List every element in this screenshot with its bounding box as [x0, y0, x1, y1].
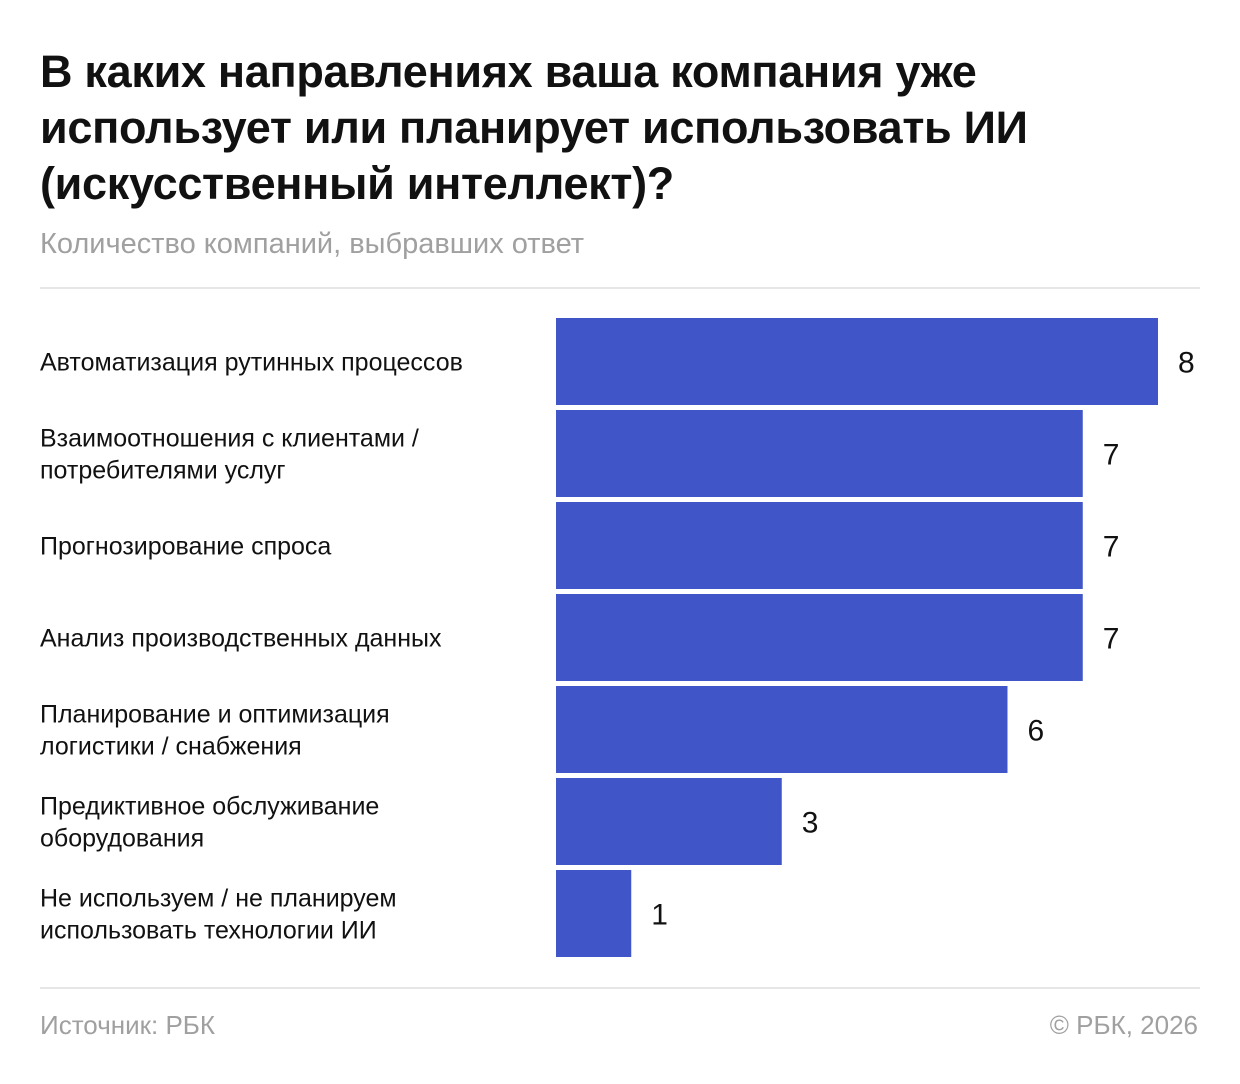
category-label-7: Не используем / не планируем использовать… [40, 885, 397, 945]
category-label-4: Анализ производственных данных [40, 625, 442, 653]
data-label-5: 6 [1028, 715, 1045, 748]
chart-subtitle: Количество компаний, выбравших ответ [40, 228, 585, 260]
category-label-line: Автоматизация рутинных процессов [40, 349, 463, 377]
category-label-line: Взаимоотношения с клиентами / [40, 425, 419, 453]
category-label-3: Прогнозирование спроса [40, 533, 331, 561]
data-label-2: 7 [1103, 439, 1120, 472]
category-label-2: Взаимоотношения с клиентами / потребителя… [40, 425, 419, 485]
data-label-6: 3 [802, 807, 819, 840]
data-label-1: 8 [1178, 347, 1195, 380]
category-label-6: Предиктивное обслуживание оборудования [40, 793, 379, 853]
category-label-line: Предиктивное обслуживание [40, 793, 379, 821]
bar-7 [556, 870, 632, 957]
bar-3 [556, 502, 1083, 589]
category-label-5: Планирование и оптимизация логистики / сн… [40, 701, 390, 761]
bar-1 [556, 318, 1158, 405]
chart-title: В каких направлениях ваша компания уже и… [40, 46, 1028, 209]
category-label-line: Не используем / не планируем [40, 885, 397, 913]
category-label-line: Планирование и оптимизация [40, 701, 390, 729]
source-note: Источник: РБК [40, 1010, 215, 1040]
bar-chart: 8 Автоматизация рутинных процессов 7 Взаимо… [40, 318, 1195, 957]
data-label-7: 1 [651, 899, 668, 932]
bar-2 [556, 410, 1083, 497]
category-label-line: оборудования [40, 825, 204, 853]
category-label-line: логистики / снабжения [40, 733, 302, 761]
category-label-line: Анализ производственных данных [40, 625, 442, 653]
category-label-line: Прогнозирование спроса [40, 533, 331, 561]
bar-5 [556, 686, 1008, 773]
bar-4 [556, 594, 1083, 681]
data-label-4: 7 [1103, 623, 1120, 656]
category-label-line: использовать технологии ИИ [40, 917, 377, 945]
top-divider [40, 287, 1200, 289]
copyright-note: © РБК, 2026 [1049, 1010, 1198, 1040]
category-label-line: потребителями услуг [40, 457, 286, 485]
category-label-1: Автоматизация рутинных процессов [40, 349, 463, 377]
data-label-3: 7 [1103, 531, 1120, 564]
bottom-divider [40, 987, 1200, 989]
bar-6 [556, 778, 782, 865]
